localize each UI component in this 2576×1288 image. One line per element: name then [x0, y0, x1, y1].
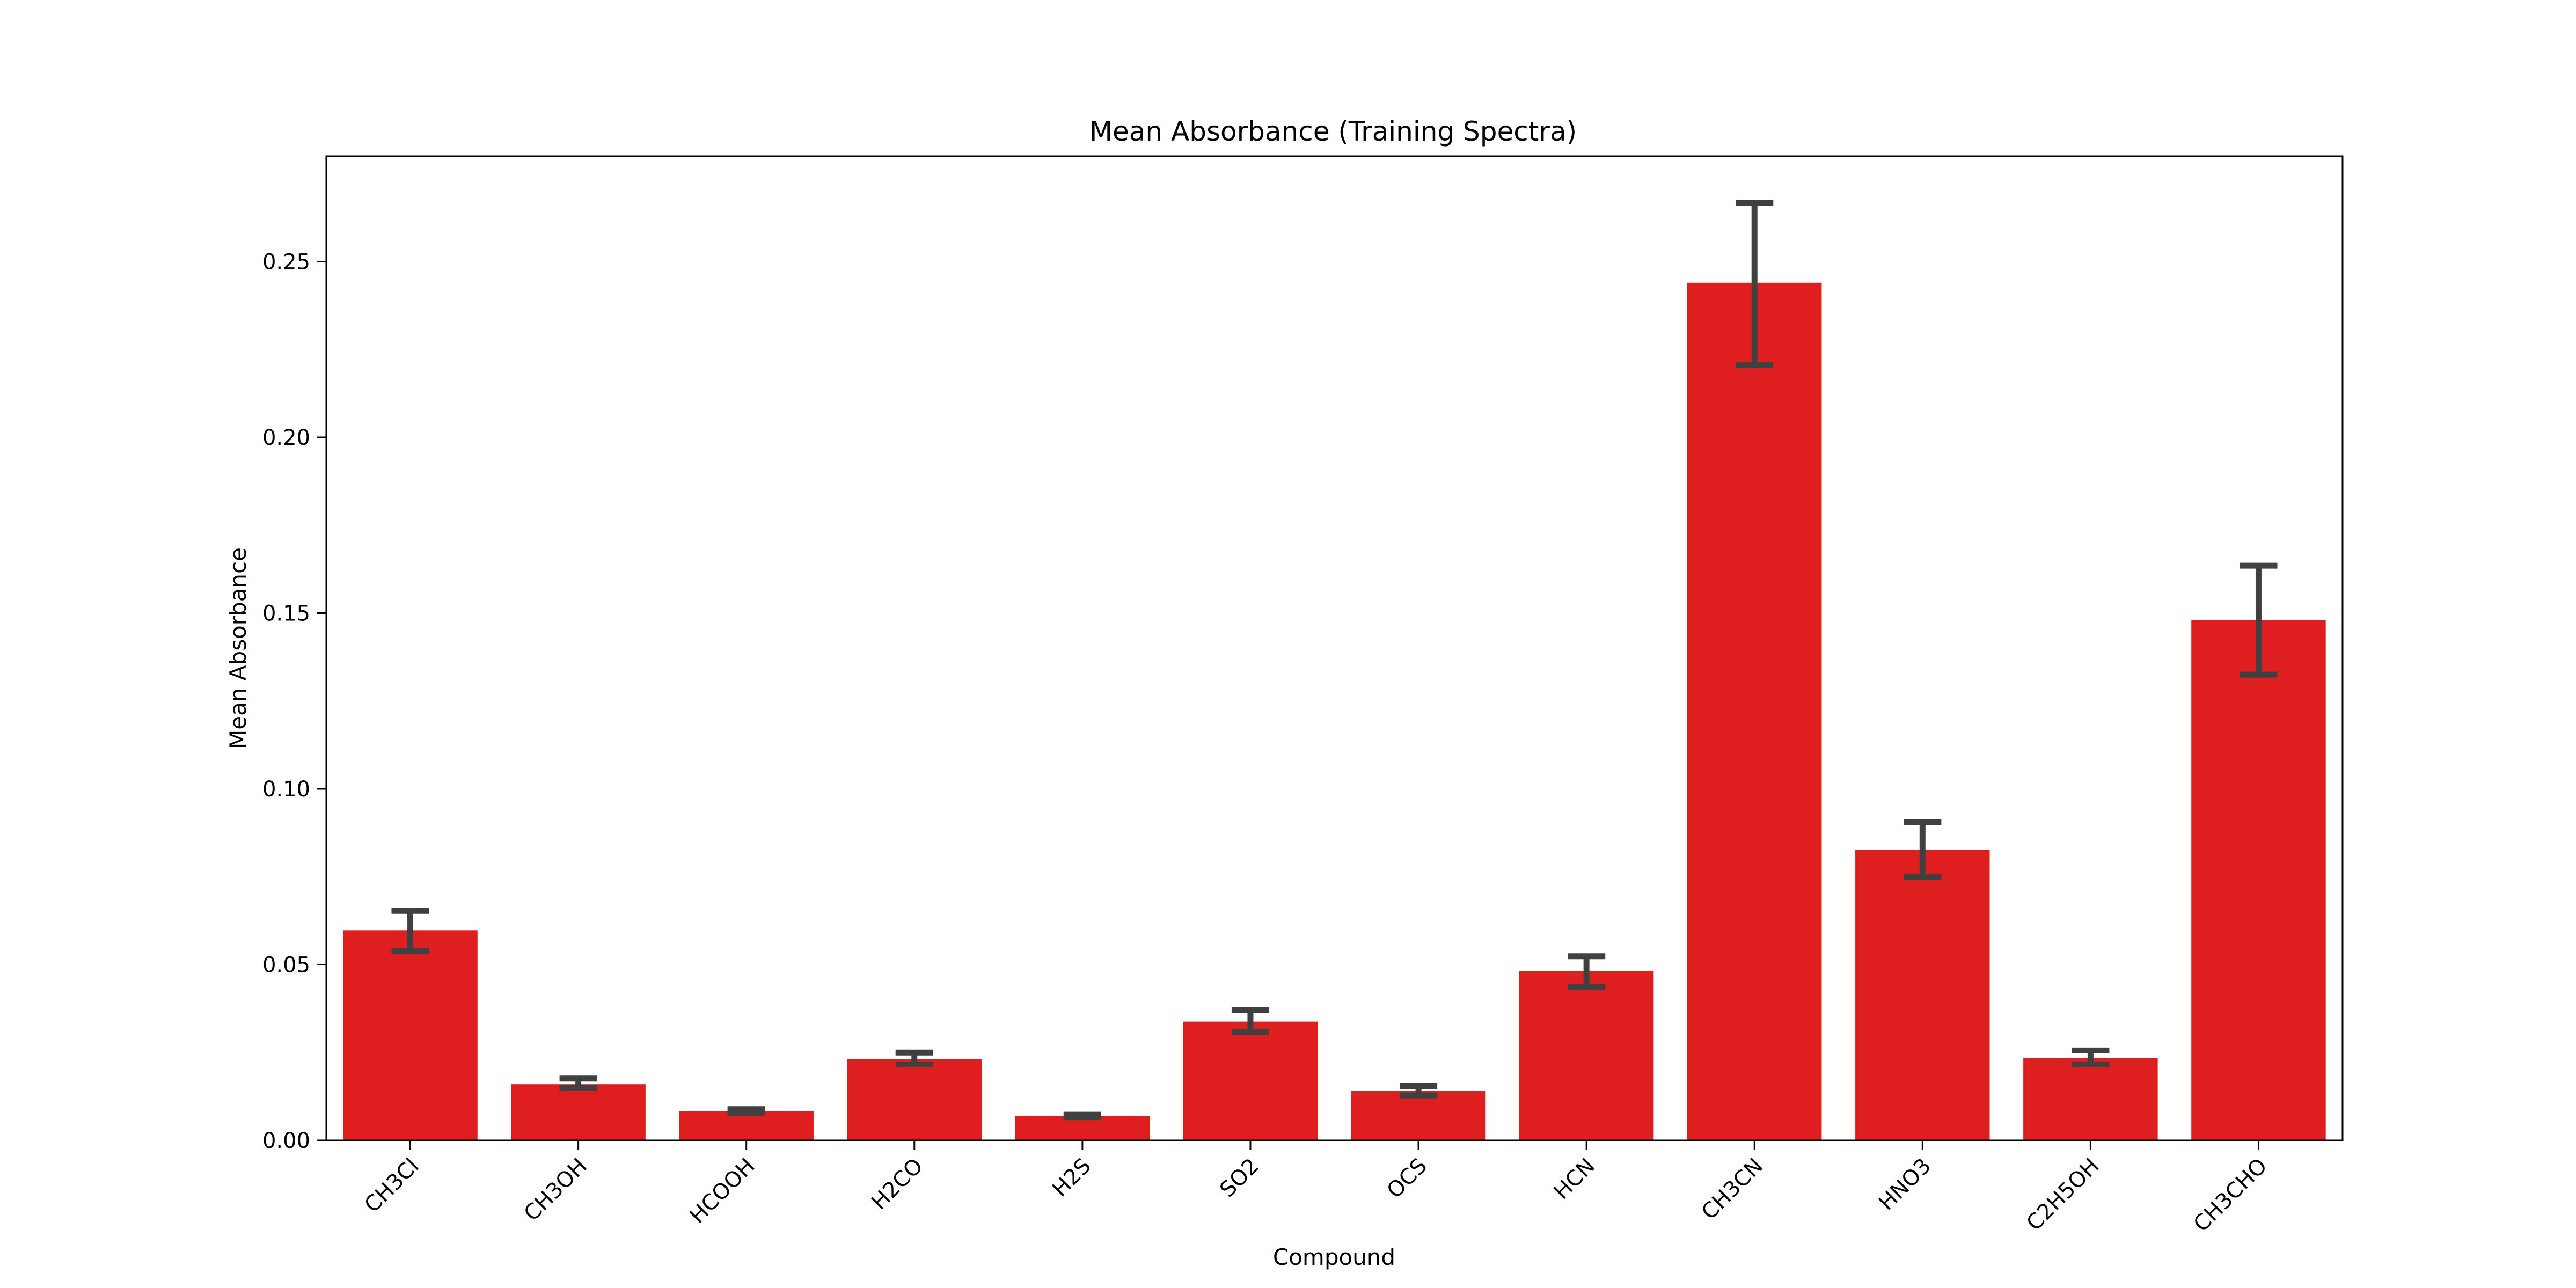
bar — [1855, 850, 1990, 1140]
bar — [2023, 1058, 2158, 1140]
y-tick-label: 0.25 — [262, 250, 310, 275]
chart-title: Mean Absorbance (Training Spectra) — [1089, 116, 1577, 147]
plot-frame — [325, 155, 2344, 1141]
bar — [679, 1111, 814, 1140]
x-axis-label: Compound — [1273, 1244, 1395, 1270]
bar — [847, 1059, 982, 1140]
bar — [343, 930, 478, 1140]
y-tick-label: 0.20 — [262, 426, 310, 450]
y-tick-label: 0.00 — [262, 1129, 310, 1153]
y-tick-label: 0.15 — [262, 602, 310, 626]
y-axis-label: Mean Absorbance — [225, 547, 251, 749]
plot-area — [343, 199, 2326, 1140]
y-tick-label: 0.10 — [262, 777, 310, 802]
bar — [1183, 1021, 1318, 1140]
bar — [1519, 971, 1654, 1140]
bar — [1351, 1091, 1486, 1140]
bar — [1687, 282, 1822, 1140]
bar — [2191, 620, 2326, 1140]
y-tick-label: 0.05 — [262, 953, 310, 978]
bar — [511, 1084, 646, 1140]
